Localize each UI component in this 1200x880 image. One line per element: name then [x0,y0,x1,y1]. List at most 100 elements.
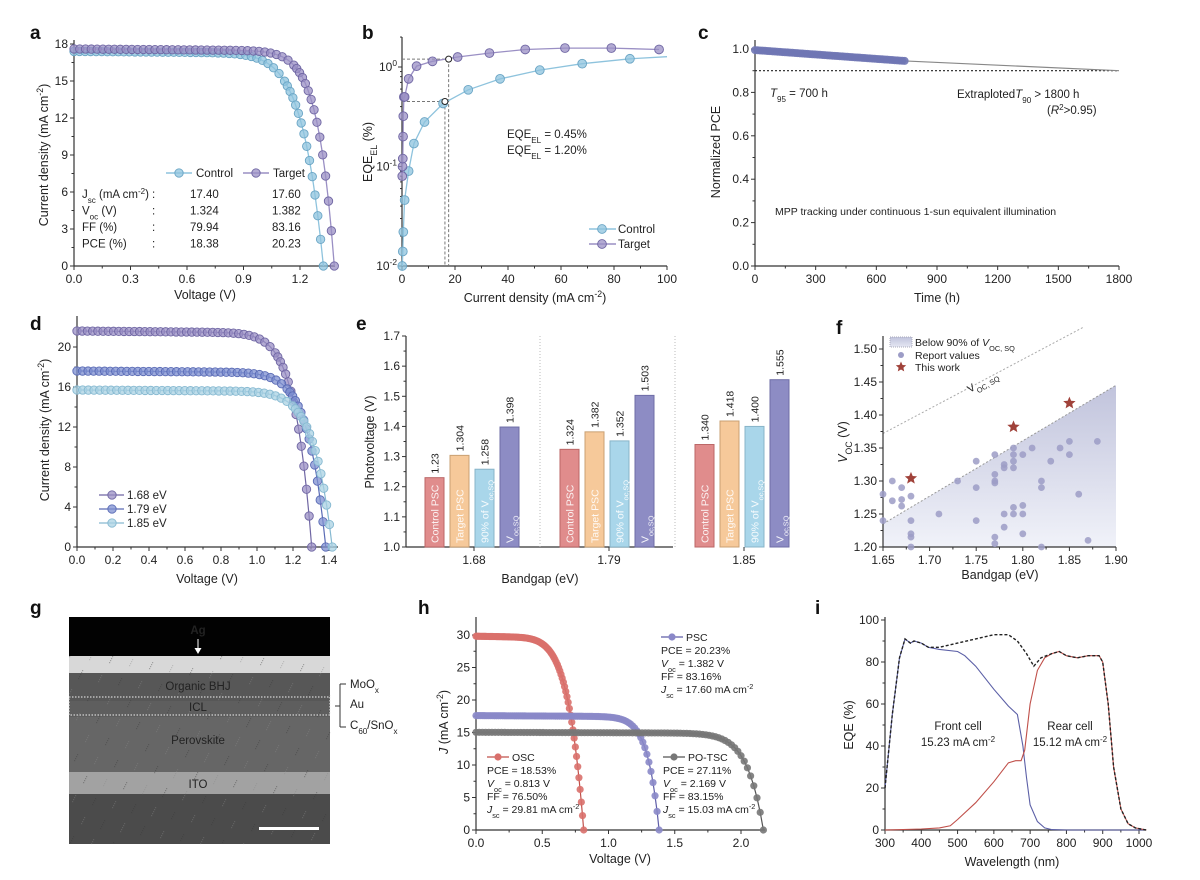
g-sem-noise [197,735,199,737]
e-x-tick-label: 1.79 [597,553,621,567]
g-sem-noise [156,768,158,770]
g-sem-noise [134,769,136,771]
e-bar-value-label: 1.503 [640,365,652,391]
g-sem-noise [75,795,77,797]
g-sem-noise [115,801,117,803]
d-legend-label: 1.79 eV [127,504,167,516]
h-data-point [647,767,655,776]
e-bar-series-label: Voc,SQ [640,515,656,543]
g-sem-noise [90,694,92,696]
g-sem-noise [214,781,216,783]
h-x-tick-label: 2.0 [733,836,750,850]
g-sem-noise [97,757,99,759]
g-sem-noise [96,759,98,761]
g-icl-component-moox: MoOx [350,679,379,695]
g-sem-noise [72,801,74,803]
g-sem-noise [174,775,176,777]
c-x-tick-label: 1800 [1106,272,1133,286]
g-sem-noise [240,698,242,700]
d-data-point [301,484,312,494]
i-series-rear-cell-line [884,650,1147,831]
g-sem-noise [313,835,315,837]
g-sem-noise [210,675,212,677]
g-sem-noise [88,698,90,700]
h-y-axis-label: J (mA cm-2) [435,690,451,755]
g-sem-noise [264,807,266,809]
g-sem-noise [240,661,242,663]
f-x-tick-label: 1.75 [965,553,989,567]
a-table-separator: : [152,222,155,234]
g-sem-noise [106,742,108,744]
a-legend-marker [251,168,261,178]
i-x-axis-label: Wavelength (nm) [965,855,1060,869]
g-sem-noise [212,822,214,824]
f-report-value-point [898,502,906,510]
g-sem-noise [289,726,291,728]
c-extrapolation-line [904,60,1120,72]
d-x-tick-label: 1.2 [285,553,302,567]
h-y-tick-label: 20 [457,693,471,707]
g-sem-noise [167,712,169,714]
g-label-ito: ITO [189,779,208,791]
g-sem-noise [136,728,138,730]
g-sem-noise [140,834,142,836]
f-x-axis-label: Bandgap (eV) [961,568,1038,582]
g-sem-noise [87,737,89,739]
a-table-target-value: 17.60 [272,189,301,201]
g-sem-noise [148,707,150,709]
d-y-tick-label: 4 [64,500,71,514]
g-sem-noise [167,749,169,751]
g-sem-noise [166,788,168,790]
g-sem-noise [282,814,284,816]
d-y-tick-label: 16 [58,380,72,394]
c-y-axis-label: Normalized PCE [709,106,723,198]
g-sem-noise [106,779,108,781]
g-sem-noise [208,753,210,755]
g-sem-noise [74,797,76,799]
g-sem-noise [104,820,106,822]
g-sem-noise [313,798,315,800]
g-sem-noise [247,761,249,763]
f-report-value-point [1056,444,1064,452]
d-legend-marker [107,490,117,500]
g-sem-noise [173,814,175,816]
g-sem-noise [258,742,260,744]
g-sem-noise [171,818,173,820]
i-y-tick-label: 40 [866,739,880,753]
g-sem-noise [114,803,116,805]
g-sem-noise [141,832,143,834]
g-sem-noise [259,703,261,705]
h-psc-jsc: Jsc = 17.60 mA cm-2 [660,682,753,700]
g-sem-noise [316,792,318,794]
g-sem-noise [140,683,142,685]
d-data-point [307,542,317,552]
g-sem-noise [69,656,71,658]
panel-letter-f: f [836,318,843,339]
a-data-point [312,117,322,127]
g-sem-noise [190,672,192,674]
g-sem-noise [299,709,301,711]
g-sem-noise [166,751,168,753]
g-sem-noise [160,686,162,688]
b-y-tick-label: 10-2 [376,257,397,273]
g-sem-noise [243,843,245,845]
g-sem-noise [319,675,321,677]
g-sem-noise [291,685,293,687]
g-sem-noise [295,791,297,793]
a-data-point [283,55,293,65]
g-sem-noise [125,784,127,786]
g-sem-noise [231,827,233,829]
g-sem-noise [219,697,221,699]
h-y-tick-label: 5 [463,791,470,805]
g-sem-noise [207,755,209,757]
g-sem-noise [173,777,175,779]
g-sem-noise [328,734,330,736]
g-sem-noise [279,706,281,708]
g-sem-noise [239,737,241,739]
g-sem-noise [103,822,105,824]
f-legend-label-this-work: This work [915,362,961,374]
g-sem-noise [182,799,184,801]
g-sem-noise [99,679,101,681]
g-sem-noise [274,790,276,792]
g-sem-noise [211,673,213,675]
